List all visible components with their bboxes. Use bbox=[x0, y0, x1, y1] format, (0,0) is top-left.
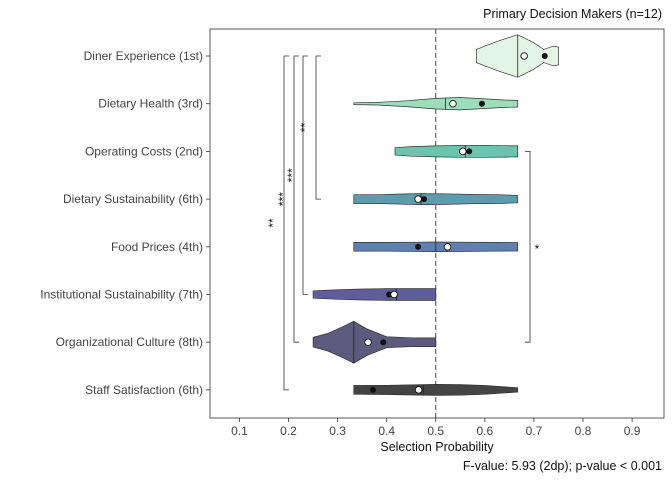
significance-label: *** bbox=[285, 168, 299, 182]
significance-label: *** bbox=[276, 192, 290, 206]
chart-caption: F-value: 5.93 (2dp); p-value < 0.001 bbox=[463, 459, 662, 473]
significance-bracket bbox=[315, 55, 321, 200]
open-point bbox=[449, 99, 457, 108]
x-tick-label: 0.1 bbox=[231, 424, 248, 438]
violin-group-food-prices-4th bbox=[353, 241, 519, 252]
x-tick-label: 0.9 bbox=[624, 424, 641, 438]
violin-shape bbox=[312, 320, 437, 364]
x-tick-label: 0.6 bbox=[477, 424, 494, 438]
violin-shape bbox=[353, 97, 519, 111]
violin-group-institutional-sustainability-7th bbox=[312, 288, 437, 301]
x-tick-label: 0.2 bbox=[280, 424, 297, 438]
x-tick-label: 0.3 bbox=[329, 424, 346, 438]
y-tick-label: Staff Satisfaction (6th) bbox=[85, 383, 203, 397]
significance-bracket bbox=[283, 55, 289, 391]
violin-shape bbox=[353, 193, 519, 205]
significance-label: * bbox=[535, 242, 540, 256]
mean-point bbox=[415, 243, 422, 250]
open-point bbox=[414, 195, 422, 203]
open-point bbox=[364, 338, 372, 346]
plot-layer bbox=[312, 29, 559, 418]
x-tick-label: 0.4 bbox=[378, 424, 395, 438]
x-tick-label: 0.5 bbox=[427, 424, 444, 438]
significance-bracket bbox=[525, 151, 531, 343]
y-tick-label: Food Prices (4th) bbox=[111, 240, 203, 254]
chart-title: Primary Decision Makers (n=12) bbox=[483, 7, 662, 21]
violin-group-dietary-sustainability-6th bbox=[353, 193, 519, 205]
open-point bbox=[520, 52, 528, 60]
mean-point bbox=[478, 100, 485, 107]
violin-group-diner-experience-1st bbox=[476, 34, 559, 78]
significance-label: ** bbox=[266, 218, 280, 228]
mean-point bbox=[420, 196, 427, 203]
x-tick-label: 0.8 bbox=[575, 424, 592, 438]
y-tick-label: Diner Experience (1st) bbox=[84, 49, 203, 63]
plot-panel bbox=[209, 28, 665, 419]
open-point bbox=[414, 386, 423, 394]
open-point bbox=[443, 243, 452, 251]
violin-group-organizational-culture-8th bbox=[312, 320, 437, 364]
violin-group-operating-costs-2nd bbox=[394, 145, 519, 158]
mean-point bbox=[466, 148, 473, 155]
x-tick-label: 0.7 bbox=[526, 424, 543, 438]
violin-shape bbox=[312, 288, 437, 301]
mean-point bbox=[369, 386, 376, 393]
violin-shape bbox=[353, 384, 519, 396]
significance-bracket bbox=[293, 55, 299, 343]
y-tick-label: Operating Costs (2nd) bbox=[85, 144, 203, 158]
open-point bbox=[390, 290, 398, 299]
axes: Diner Experience (1st) Dietary Health (3r… bbox=[40, 49, 641, 438]
y-tick-label: Dietary Sustainability (6th) bbox=[63, 192, 203, 206]
y-tick-label: Organizational Culture (8th) bbox=[56, 335, 203, 349]
open-point bbox=[459, 147, 467, 156]
violin-group-dietary-health-3rd bbox=[353, 97, 519, 111]
mean-point bbox=[541, 53, 548, 59]
significance-bracket bbox=[302, 55, 308, 295]
mean-point bbox=[380, 339, 387, 346]
significance-annotations: *********** bbox=[266, 55, 540, 391]
violin-group-staff-satisfaction-6th bbox=[353, 384, 519, 396]
significance-label: ** bbox=[298, 123, 312, 133]
x-axis-title: Selection Probability bbox=[380, 440, 494, 454]
y-tick-label: Dietary Health (3rd) bbox=[98, 97, 203, 111]
violin-shape bbox=[394, 145, 519, 158]
y-tick-label: Institutional Sustainability (7th) bbox=[40, 288, 203, 302]
